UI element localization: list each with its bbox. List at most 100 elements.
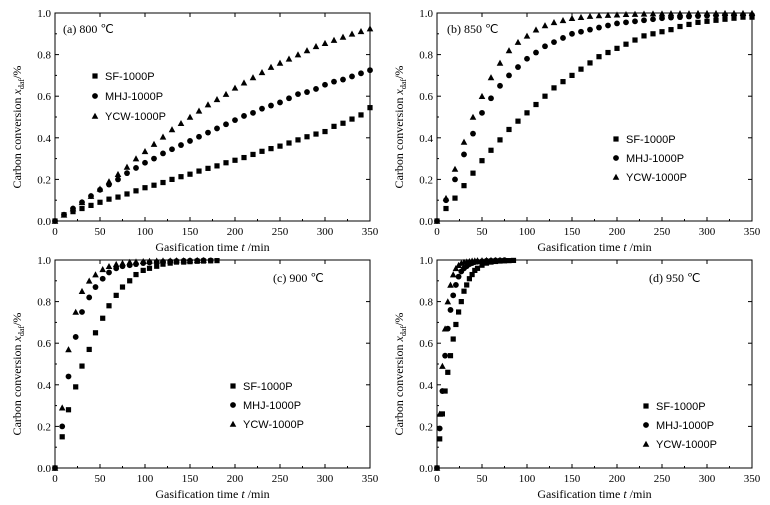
data-point — [622, 10, 630, 18]
data-point — [223, 160, 229, 166]
y-tick-label: 0.8 — [419, 297, 433, 309]
y-tick-label: 1.0 — [419, 8, 433, 20]
y-tick-label: 0.0 — [419, 463, 433, 475]
data-point — [487, 74, 495, 81]
legend-label: SF-1000P — [243, 381, 293, 393]
data-point — [73, 384, 79, 390]
data-point — [604, 11, 612, 18]
y-tick-label: 0.0 — [37, 463, 51, 475]
data-point — [470, 170, 476, 176]
data-point — [542, 43, 548, 50]
data-point — [51, 217, 59, 224]
x-tick-label: 300 — [699, 473, 716, 485]
data-point — [277, 143, 283, 149]
data-point — [483, 256, 490, 264]
legend-label: YCW-1000P — [105, 111, 166, 123]
data-point — [533, 49, 539, 56]
data-point — [70, 209, 76, 215]
data-point — [86, 294, 93, 301]
data-point — [249, 74, 257, 81]
data-point — [173, 257, 180, 264]
plot-frame — [54, 259, 371, 469]
data-point — [193, 256, 201, 264]
data-point — [133, 188, 139, 194]
x-tick-label: 250 — [654, 226, 671, 238]
y-tick-label: 0.2 — [419, 174, 433, 186]
data-point — [123, 163, 131, 170]
y-tick-label: 0.8 — [37, 50, 51, 62]
data-point — [79, 205, 85, 212]
y-tick-label: 0.6 — [37, 338, 51, 350]
data-point — [560, 35, 566, 41]
legend-label: YCW-1000P — [656, 439, 717, 451]
x-tick-label: 100 — [137, 226, 154, 238]
data-point — [97, 199, 103, 205]
x-tick-label: 0 — [52, 226, 58, 238]
data-point — [449, 271, 457, 278]
data-point — [474, 257, 481, 264]
data-point — [231, 84, 239, 91]
legend-marker — [230, 402, 236, 408]
data-point — [180, 257, 187, 264]
panel-label: (b) 850 ℃ — [447, 22, 498, 36]
data-point — [441, 325, 449, 332]
data-point — [532, 26, 540, 33]
data-point — [65, 373, 72, 380]
data-point — [113, 292, 119, 298]
data-point — [295, 91, 301, 98]
data-point — [478, 92, 486, 100]
data-point — [447, 281, 454, 288]
data-point — [259, 148, 265, 154]
data-point — [177, 119, 185, 127]
data-point — [533, 101, 539, 108]
data-point — [207, 257, 214, 264]
data-point — [479, 262, 485, 268]
x-tick-label: 0 — [434, 226, 440, 238]
data-point — [694, 9, 702, 17]
data-point — [569, 30, 575, 37]
data-point — [69, 205, 77, 212]
data-point — [560, 79, 566, 85]
data-point — [515, 64, 521, 70]
data-point — [92, 284, 99, 290]
data-point — [492, 256, 499, 264]
data-point — [469, 113, 477, 120]
data-point — [106, 303, 112, 309]
data-point — [204, 101, 212, 108]
x-tick-label: 350 — [744, 473, 761, 485]
data-point — [51, 464, 59, 471]
data-point — [436, 425, 443, 432]
data-point — [461, 288, 467, 294]
data-point — [331, 78, 337, 85]
y-tick-label: 0.6 — [37, 91, 51, 103]
legend-marker — [612, 173, 620, 180]
data-point — [587, 60, 593, 66]
data-point — [330, 36, 338, 43]
data-point — [731, 15, 737, 21]
data-point — [501, 257, 508, 264]
data-point — [313, 131, 319, 137]
plot-frame — [436, 12, 753, 222]
data-point — [474, 265, 481, 271]
x-tick-label: 250 — [272, 473, 289, 485]
data-point — [640, 10, 648, 17]
data-point — [132, 155, 140, 162]
data-point — [605, 49, 611, 56]
x-axis-label: Gasification time t /min — [155, 240, 269, 254]
data-point — [523, 32, 531, 39]
data-point — [195, 107, 203, 114]
data-point — [339, 33, 347, 40]
data-point — [632, 18, 638, 25]
data-point — [214, 163, 220, 169]
data-point — [739, 9, 747, 17]
data-point — [358, 112, 364, 118]
data-point — [214, 258, 220, 264]
data-point — [105, 262, 113, 270]
data-point — [142, 159, 148, 166]
data-point — [78, 287, 86, 295]
data-point — [524, 55, 530, 62]
data-point — [151, 155, 157, 162]
x-tick-label: 200 — [609, 226, 626, 238]
legend-marker — [613, 155, 619, 161]
data-point — [151, 182, 157, 188]
